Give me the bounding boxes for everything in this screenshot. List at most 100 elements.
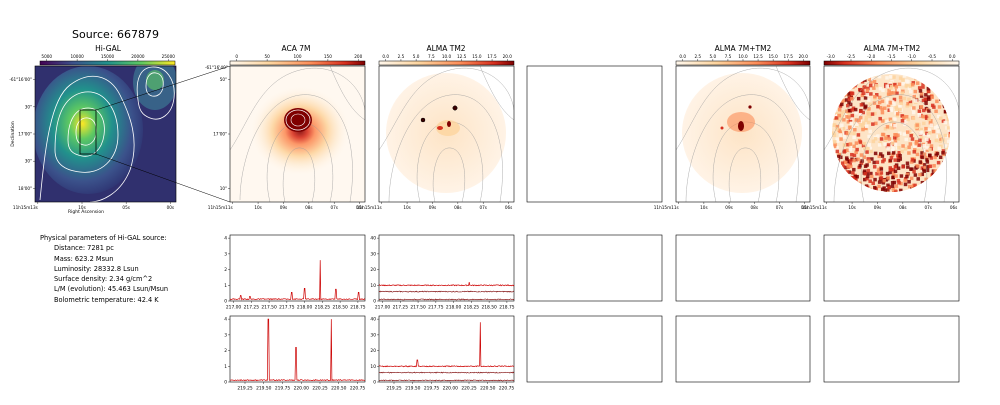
alpha-pixel <box>896 88 901 92</box>
alma-tm2-x-tick-label: 10s <box>403 205 411 210</box>
alma-tm2-x-tick-label: 07s <box>479 205 487 210</box>
alpha-pixel <box>913 183 917 188</box>
alpha-pixel <box>922 144 927 148</box>
zoom-connector-bottom <box>95 153 231 203</box>
alpha-pixel <box>878 86 883 91</box>
alpha-pixel <box>926 95 931 99</box>
alpha-pixel <box>918 160 923 164</box>
alpha-pixel <box>902 96 907 101</box>
higal-contour-mid <box>54 91 119 173</box>
alpha-pixel <box>840 114 845 119</box>
alpha-pixel <box>928 147 932 152</box>
alpha-pixel <box>934 109 938 114</box>
alpha-pixel <box>858 109 863 114</box>
alpha-pixel <box>848 162 852 167</box>
alma-spw1-y-tick-label: 40 <box>370 236 376 242</box>
alpha-pixel <box>848 125 852 130</box>
alpha-pixel <box>854 150 858 155</box>
aca-spw1-x-tick-label: 218.25 <box>315 305 331 311</box>
alpha-pixel <box>916 164 920 168</box>
alpha-pixel <box>917 109 922 113</box>
aca-x-tick-label: 08s <box>305 205 313 210</box>
alpha-pixel <box>919 136 924 140</box>
alpha-pixel <box>888 158 893 163</box>
alpha-pixel <box>873 185 877 190</box>
alpha-pixel <box>862 169 867 173</box>
aca-spw1-x-tick-label: 217.00 <box>226 305 242 311</box>
alpha-pixel <box>914 141 919 146</box>
alpha-pixel <box>925 165 930 169</box>
alpha-pixel <box>941 151 945 155</box>
alpha-pixel <box>840 123 844 127</box>
zoom-connector-top <box>95 65 231 111</box>
aca-spw1-x-tick-label: 218.00 <box>297 305 313 311</box>
alpha-pixel <box>890 141 895 145</box>
alpha-pixel <box>889 156 894 160</box>
alpha-pixel <box>922 130 926 134</box>
alpha-pixel <box>835 145 839 150</box>
alpha-pixel <box>904 84 909 88</box>
alpha-pixel <box>895 112 900 116</box>
alpha-x-tick-label: 10s <box>848 205 856 210</box>
alpha-pixel <box>914 125 919 129</box>
alpha-pixel <box>946 117 950 122</box>
alpha-pixel <box>931 129 936 134</box>
alma-tm2-colorbar-tick-label: 7.5 <box>428 54 435 59</box>
alpha-pixel <box>909 103 913 107</box>
alma-spw2-y-tick-label: 0 <box>373 380 376 386</box>
alpha-pixel <box>944 112 949 116</box>
alpha-pixel <box>853 176 857 181</box>
alpha-pixel <box>878 105 883 110</box>
alma-spw1-x-tick-label: 217.00 <box>375 305 391 311</box>
alpha-pixel <box>922 148 927 153</box>
alpha-pixel <box>930 103 935 108</box>
alma-spw1-frame <box>378 234 515 302</box>
alpha-pixel <box>943 120 947 125</box>
alpha-pixel <box>917 143 921 147</box>
alpha-pixel <box>846 159 850 164</box>
higal-y-tick-label: 30" <box>25 159 32 164</box>
alpha-pixel <box>877 100 882 105</box>
alpha-pixel <box>911 110 916 115</box>
alma-spw1-series-line <box>378 282 515 287</box>
alpha-pixel <box>883 127 888 131</box>
alma-tm2-title: ALMA TM2 <box>426 44 466 53</box>
alma-spw1-series-line <box>378 290 515 293</box>
alpha-pixel <box>865 93 870 97</box>
alpha-pixel <box>832 116 837 120</box>
aca-spw1-x-tick-label: 217.50 <box>261 305 277 311</box>
alpha-pixel <box>871 139 876 144</box>
alpha-pixel <box>872 165 877 169</box>
alma-7m-tm2-colorbar-tick-label: 17.5 <box>784 54 794 59</box>
alpha-pixel <box>868 83 873 88</box>
alpha-pixel <box>906 117 910 122</box>
alma-7m-tm2-colorbar-tick-label: 7.5 <box>725 54 732 59</box>
higal-x-tick-label: 00s <box>167 205 175 210</box>
alpha-pixel <box>849 164 853 169</box>
alpha-pixel <box>858 164 862 168</box>
alpha-pixel <box>932 164 936 168</box>
alma-tm2-x-tick-label: 08s <box>454 205 462 210</box>
alpha-pixel <box>904 137 908 142</box>
alpha-pixel <box>878 173 883 177</box>
alpha-pixel <box>896 153 900 158</box>
params-heading: Physical parameters of Hi-GAL source: <box>40 234 167 242</box>
alpha-pixel <box>892 135 897 140</box>
alpha-pixel <box>921 114 925 119</box>
alpha-pixel <box>864 124 869 129</box>
alpha-pixel <box>871 181 875 185</box>
alpha-pixel <box>887 88 891 93</box>
alpha-pixel <box>898 153 902 158</box>
alpha-pixel <box>854 122 859 127</box>
alpha-pixel <box>879 176 884 180</box>
alpha-pixel <box>918 173 922 177</box>
aca-x-tick-label: 09s <box>280 205 288 210</box>
alpha-pixel <box>929 119 933 123</box>
alpha-pixel <box>862 177 867 182</box>
alpha-pixel <box>862 85 867 89</box>
alpha-pixel <box>852 131 856 136</box>
alpha-pixel <box>906 101 910 106</box>
alma-tm2-colorbar-tick-label: 12.5 <box>457 54 467 59</box>
alpha-pixel <box>837 128 842 132</box>
